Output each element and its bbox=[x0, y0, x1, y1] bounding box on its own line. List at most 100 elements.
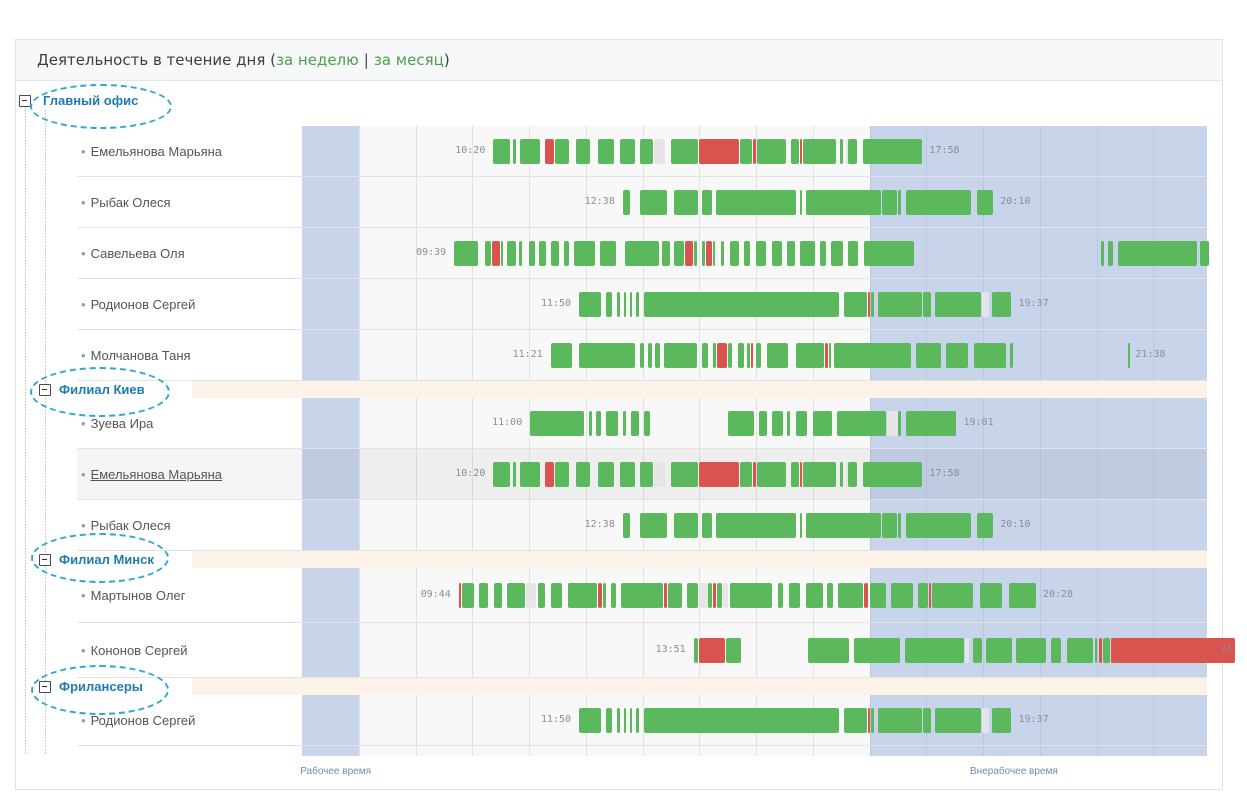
activity-segment[interactable] bbox=[853, 638, 900, 663]
employee-name[interactable]: • Емельянова Марьяна bbox=[81, 144, 222, 159]
week-link[interactable]: за неделю bbox=[275, 51, 359, 69]
activity-segment[interactable] bbox=[906, 411, 957, 436]
activity-segment[interactable] bbox=[839, 139, 843, 164]
activity-segment[interactable] bbox=[980, 583, 1002, 608]
activity-segment[interactable] bbox=[897, 513, 902, 538]
table-row[interactable] bbox=[77, 330, 1207, 381]
distraction-segment[interactable] bbox=[863, 583, 869, 608]
distraction-segment[interactable] bbox=[664, 583, 668, 608]
activity-segment[interactable] bbox=[869, 583, 886, 608]
activity-segment[interactable] bbox=[493, 139, 510, 164]
activity-segment[interactable] bbox=[702, 241, 706, 266]
activity-segment[interactable] bbox=[805, 190, 881, 215]
activity-segment[interactable] bbox=[862, 462, 923, 487]
activity-segment[interactable] bbox=[740, 139, 753, 164]
distraction-segment[interactable] bbox=[699, 638, 726, 663]
activity-segment[interactable] bbox=[838, 583, 863, 608]
distraction-segment[interactable] bbox=[753, 139, 757, 164]
activity-segment[interactable] bbox=[605, 411, 618, 436]
activity-segment[interactable] bbox=[595, 411, 601, 436]
activity-segment[interactable] bbox=[788, 583, 801, 608]
distraction-segment[interactable] bbox=[492, 241, 500, 266]
distraction-segment[interactable] bbox=[929, 583, 932, 608]
activity-segment[interactable] bbox=[507, 583, 526, 608]
employee-name[interactable]: • Молчанова Таня bbox=[81, 348, 191, 363]
activity-segment[interactable] bbox=[717, 583, 723, 608]
table-row[interactable] bbox=[77, 279, 1207, 330]
employee-name[interactable]: • Рыбак Олеся bbox=[81, 518, 171, 533]
employee-name[interactable]: • Савельева Оля bbox=[81, 246, 185, 261]
activity-segment[interactable] bbox=[670, 139, 699, 164]
table-row[interactable] bbox=[77, 177, 1207, 228]
activity-segment[interactable] bbox=[564, 241, 569, 266]
idle-segment[interactable] bbox=[981, 708, 989, 733]
activity-segment[interactable] bbox=[716, 190, 796, 215]
distraction-segment[interactable] bbox=[1110, 638, 1235, 663]
activity-segment[interactable] bbox=[713, 343, 717, 368]
employee-name[interactable]: • Кононов Сергей bbox=[81, 643, 188, 658]
activity-segment[interactable] bbox=[598, 139, 615, 164]
activity-segment[interactable] bbox=[611, 583, 616, 608]
employee-name[interactable]: • Емельянова Марьяна bbox=[81, 467, 222, 482]
activity-segment[interactable] bbox=[578, 343, 635, 368]
table-row[interactable] bbox=[77, 228, 1207, 279]
activity-segment[interactable] bbox=[871, 708, 875, 733]
activity-segment[interactable] bbox=[720, 241, 724, 266]
activity-segment[interactable] bbox=[847, 139, 858, 164]
activity-segment[interactable] bbox=[713, 241, 716, 266]
activity-segment[interactable] bbox=[730, 583, 773, 608]
activity-segment[interactable] bbox=[623, 708, 627, 733]
employee-name[interactable]: • Мартынов Олег bbox=[81, 588, 185, 603]
distraction-segment[interactable] bbox=[800, 462, 803, 487]
activity-segment[interactable] bbox=[906, 190, 971, 215]
activity-segment[interactable] bbox=[670, 462, 699, 487]
distraction-segment[interactable] bbox=[699, 139, 740, 164]
activity-segment[interactable] bbox=[977, 190, 994, 215]
activity-segment[interactable] bbox=[643, 411, 650, 436]
activity-segment[interactable] bbox=[631, 411, 639, 436]
activity-segment[interactable] bbox=[727, 411, 754, 436]
activity-segment[interactable] bbox=[578, 292, 601, 317]
activity-segment[interactable] bbox=[639, 462, 653, 487]
activity-segment[interactable] bbox=[808, 638, 849, 663]
activity-segment[interactable] bbox=[1101, 241, 1104, 266]
activity-segment[interactable] bbox=[622, 513, 631, 538]
activity-segment[interactable] bbox=[500, 241, 503, 266]
activity-segment[interactable] bbox=[639, 190, 668, 215]
distraction-segment[interactable] bbox=[458, 583, 462, 608]
activity-segment[interactable] bbox=[843, 292, 868, 317]
table-row[interactable] bbox=[77, 623, 1207, 678]
activity-segment[interactable] bbox=[513, 139, 516, 164]
activity-segment[interactable] bbox=[923, 708, 931, 733]
activity-segment[interactable] bbox=[1118, 241, 1197, 266]
activity-segment[interactable] bbox=[795, 411, 808, 436]
activity-segment[interactable] bbox=[507, 241, 516, 266]
idle-segment[interactable] bbox=[723, 583, 728, 608]
activity-segment[interactable] bbox=[974, 343, 1006, 368]
activity-segment[interactable] bbox=[1103, 638, 1110, 663]
table-row[interactable] bbox=[77, 398, 1207, 449]
table-row[interactable] bbox=[77, 126, 1207, 177]
activity-segment[interactable] bbox=[693, 241, 698, 266]
activity-segment[interactable] bbox=[673, 190, 699, 215]
activity-segment[interactable] bbox=[673, 513, 699, 538]
distraction-segment[interactable] bbox=[598, 583, 602, 608]
activity-segment[interactable] bbox=[740, 462, 753, 487]
activity-segment[interactable] bbox=[777, 583, 784, 608]
month-link[interactable]: за месяц bbox=[373, 51, 444, 69]
activity-segment[interactable] bbox=[906, 513, 971, 538]
table-row[interactable] bbox=[77, 500, 1207, 551]
activity-segment[interactable] bbox=[917, 583, 929, 608]
activity-segment[interactable] bbox=[1051, 638, 1062, 663]
activity-segment[interactable] bbox=[578, 708, 601, 733]
activity-segment[interactable] bbox=[662, 241, 670, 266]
activity-segment[interactable] bbox=[668, 583, 683, 608]
activity-segment[interactable] bbox=[493, 583, 503, 608]
activity-segment[interactable] bbox=[916, 343, 941, 368]
distraction-segment[interactable] bbox=[753, 462, 757, 487]
employee-name[interactable]: • Родионов Сергей bbox=[81, 297, 195, 312]
activity-segment[interactable] bbox=[707, 583, 713, 608]
activity-segment[interactable] bbox=[513, 462, 516, 487]
table-row[interactable] bbox=[77, 695, 1207, 746]
activity-segment[interactable] bbox=[716, 513, 796, 538]
